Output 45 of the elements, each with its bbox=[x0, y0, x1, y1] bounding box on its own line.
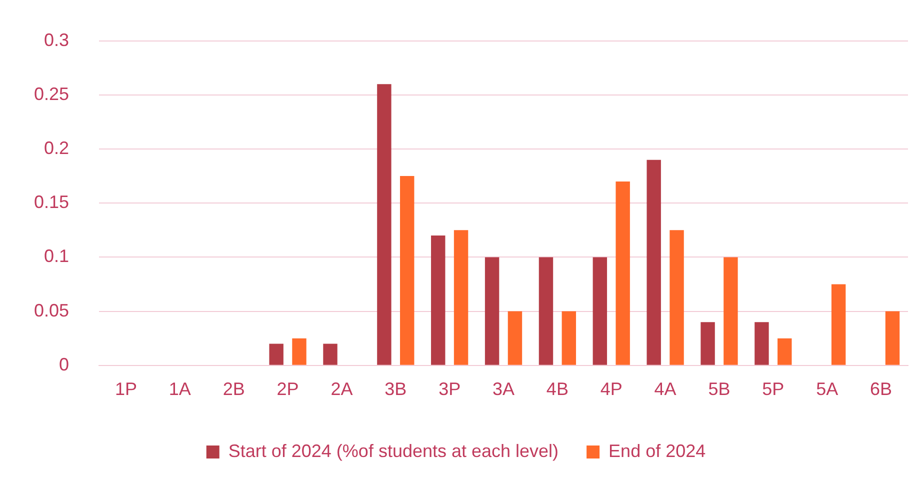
bar bbox=[400, 176, 414, 365]
bar bbox=[323, 344, 338, 365]
bar bbox=[562, 311, 576, 365]
bar bbox=[670, 230, 684, 365]
x-tick-label: 5A bbox=[816, 379, 838, 400]
x-tick-label: 2A bbox=[330, 379, 353, 400]
x-tick-label: 3B bbox=[384, 379, 407, 400]
bar bbox=[431, 236, 446, 365]
bar bbox=[454, 230, 468, 365]
x-tick-label: 4A bbox=[654, 379, 676, 400]
x-tick-label: 3A bbox=[492, 379, 515, 400]
bar bbox=[778, 338, 792, 365]
y-tick-label: 0.3 bbox=[44, 30, 70, 50]
y-tick-label: 0.2 bbox=[44, 138, 70, 158]
y-tick-label: 0.25 bbox=[34, 84, 70, 104]
bar bbox=[646, 160, 661, 365]
y-tick-label: 0.15 bbox=[34, 192, 70, 212]
y-tick-label: 0 bbox=[59, 354, 70, 374]
bar bbox=[724, 257, 738, 365]
bar bbox=[616, 181, 630, 365]
x-tick-label: 2P bbox=[276, 379, 299, 400]
bar bbox=[377, 84, 392, 365]
x-tick-label: 5P bbox=[762, 379, 784, 400]
bar bbox=[484, 257, 500, 365]
legend-label: End of 2024 bbox=[608, 440, 706, 461]
x-tick-label: 4P bbox=[600, 379, 622, 400]
x-tick-label: 6B bbox=[870, 379, 892, 400]
bar bbox=[831, 284, 846, 365]
x-tick-label: 2B bbox=[222, 379, 245, 400]
bar bbox=[700, 322, 715, 365]
bar bbox=[538, 257, 554, 365]
y-tick-label: 0.1 bbox=[44, 246, 70, 266]
bar bbox=[292, 338, 306, 365]
legend-label: Start of 2024 (%of students at each level) bbox=[228, 440, 559, 461]
y-tick-label: 0.05 bbox=[34, 300, 70, 320]
bar bbox=[508, 311, 522, 365]
x-tick-label: 5B bbox=[708, 379, 730, 400]
x-tick-label: 1P bbox=[114, 379, 138, 400]
x-tick-label: 4B bbox=[546, 379, 568, 400]
x-tick-label: 1A bbox=[168, 379, 191, 400]
bar bbox=[754, 322, 769, 365]
bar bbox=[592, 257, 608, 365]
x-tick-label: 3P bbox=[438, 379, 461, 400]
bar bbox=[269, 344, 284, 365]
bar bbox=[885, 311, 900, 365]
